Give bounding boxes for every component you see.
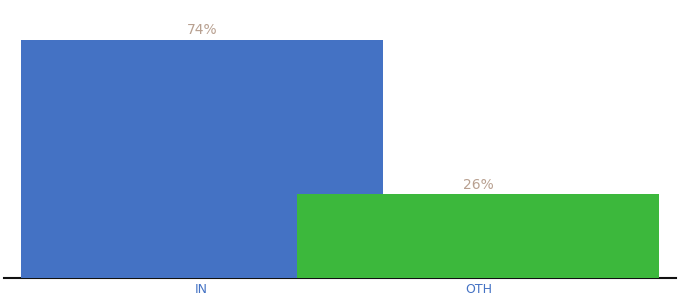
Bar xyxy=(20,40,383,278)
Bar xyxy=(297,194,660,278)
Text: 74%: 74% xyxy=(186,23,217,37)
Text: 26%: 26% xyxy=(463,178,494,192)
